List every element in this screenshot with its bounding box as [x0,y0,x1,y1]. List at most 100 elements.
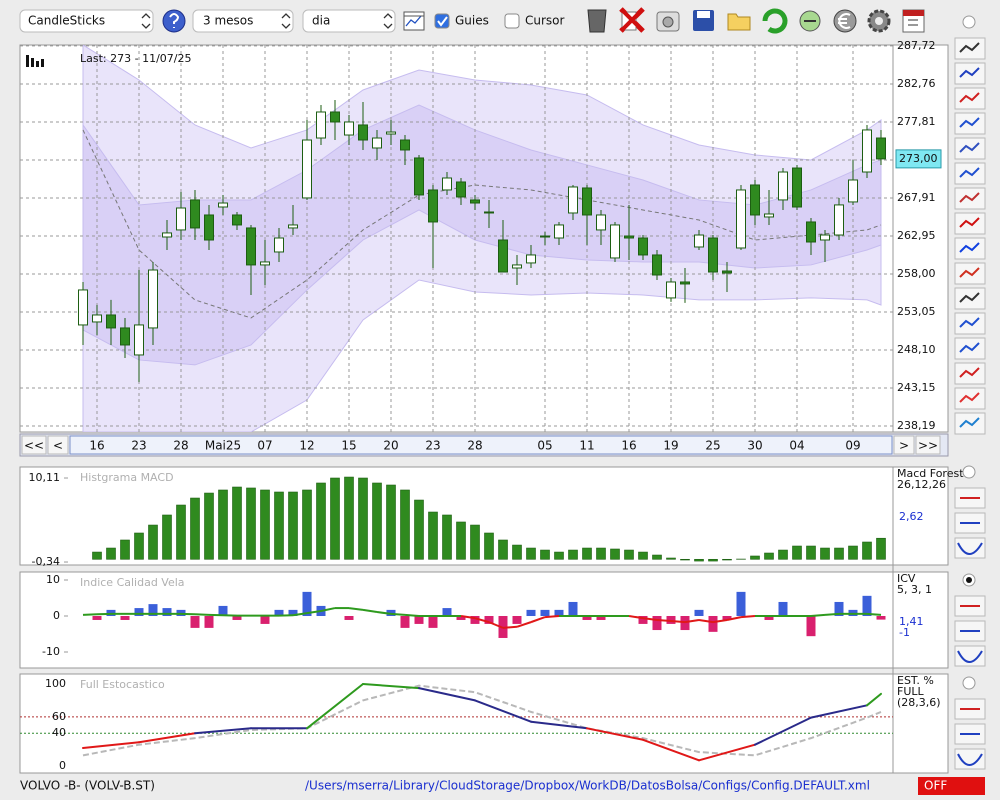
help-button[interactable] [162,9,186,33]
tool-icon[interactable] [959,67,980,78]
interval-value[interactable]: dia [312,14,330,28]
panel-radio[interactable] [962,676,976,690]
bar [400,616,410,628]
signal-line [866,612,882,616]
panel-tool-icon[interactable] [957,650,983,663]
last-button[interactable] [915,435,941,455]
toolbar-icon[interactable] [619,7,645,33]
panel-radio[interactable] [962,465,976,479]
cursor-checkbox[interactable] [504,13,520,29]
candle-body [232,214,242,226]
guides-checkbox[interactable] [434,13,450,29]
first-button-label[interactable]: << [24,439,44,453]
k-line [586,727,644,741]
toolbar-icon[interactable] [662,16,674,28]
bar [218,489,228,560]
guides-checkbox[interactable] [434,13,450,29]
period-select[interactable] [192,9,294,33]
tool-icon[interactable] [959,417,980,428]
toolbar-icon[interactable] [908,19,918,26]
scroll-track[interactable] [69,435,893,455]
toolbar-icon[interactable] [903,10,924,16]
panel-tool-icon[interactable] [957,753,983,766]
candle-body [750,184,760,216]
chart-type-select[interactable] [19,9,154,33]
y-tick-label: 287,72 [897,39,936,52]
help-button[interactable] [169,13,180,28]
period-value[interactable]: 3 mesos [203,14,253,28]
toolbar-icon[interactable] [727,13,751,31]
bar [834,547,844,560]
tool-icon[interactable] [959,217,980,228]
cursor-label[interactable]: Cursor [525,14,565,28]
toolbar-icon[interactable] [587,7,925,34]
panel-tool-icon[interactable] [957,542,983,555]
candle-body [554,224,564,239]
cursor-checkbox[interactable] [504,13,520,29]
interval-select[interactable] [383,13,393,29]
chart-settings-button[interactable] [403,11,425,31]
x-tick-label: 16 [621,439,636,453]
first-button[interactable] [21,435,47,455]
guides-label[interactable]: Guies [455,14,489,28]
toolbar-icon[interactable] [833,9,857,33]
toolbar-icon[interactable] [587,9,607,33]
bar [316,482,326,560]
candle-body [862,129,872,173]
candle-body [820,234,830,241]
panel-tool-button[interactable] [954,645,986,667]
chart-settings-button[interactable] [405,15,422,27]
tool-icon[interactable] [959,267,980,278]
panel-tool-button[interactable] [954,537,986,559]
tool-button[interactable] [954,37,986,435]
bar [232,616,242,620]
tool-icon[interactable] [959,167,980,178]
config-path[interactable]: /Users/mserra/Library/CloudStorage/Dropb… [305,779,870,793]
bar [134,532,144,560]
mode-label[interactable]: OFF [924,779,947,793]
chart-type-select[interactable] [141,13,151,29]
bar [778,601,788,617]
tool-icon[interactable] [959,92,980,103]
interval-select[interactable] [302,9,396,33]
prev-button-label[interactable]: < [53,439,63,453]
tool-icon[interactable] [959,392,980,403]
bar [120,539,130,560]
tool-icon[interactable] [959,117,980,128]
bar [862,595,872,617]
panel-radio-dot[interactable] [966,577,972,583]
signal-line [376,611,392,615]
tool-icon[interactable] [959,342,980,353]
price-tag [895,149,942,169]
chart-type-value[interactable]: CandleSticks [28,14,105,28]
prev-button[interactable] [47,435,69,455]
bar [876,537,886,560]
next-button[interactable] [893,435,915,455]
toolbar-icon[interactable] [875,17,883,25]
toolbar-icon[interactable] [762,8,788,34]
panel-radio[interactable] [962,15,976,29]
mode-indicator[interactable] [918,777,985,795]
period-select[interactable] [192,9,294,33]
tool-icon[interactable] [959,192,980,203]
checkmark[interactable] [437,16,448,27]
last-button-label[interactable]: >> [918,439,938,453]
candle-body [792,167,802,208]
tool-icon[interactable] [959,292,980,303]
tool-icon[interactable] [959,42,980,53]
bar [92,551,102,560]
chart-settings-button[interactable] [403,11,425,31]
panel-radio[interactable] [962,15,976,29]
tool-icon[interactable] [959,142,980,153]
tool-icon[interactable] [959,242,980,253]
toolbar-icon[interactable] [697,11,710,18]
chart-type-select[interactable] [19,9,154,33]
toolbar-icon[interactable] [838,13,851,29]
tool-icon[interactable] [959,317,980,328]
period-select[interactable] [281,13,291,29]
panel-tool-button[interactable] [954,748,986,770]
k-line [754,716,812,746]
interval-select[interactable] [302,9,396,33]
tool-icon[interactable] [959,367,980,378]
next-button-label[interactable]: > [899,439,909,453]
